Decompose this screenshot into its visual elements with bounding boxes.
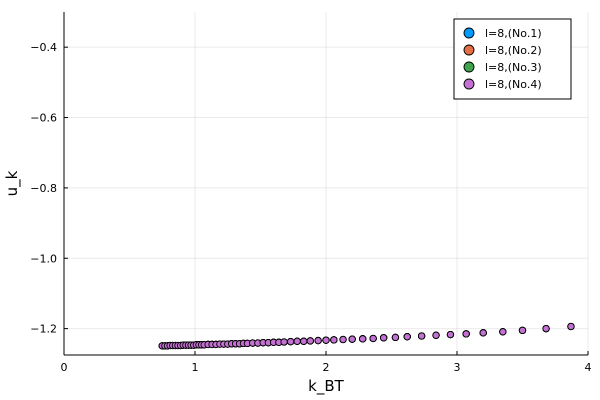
x-tick-label: 0 <box>61 361 68 374</box>
legend-marker <box>463 61 475 73</box>
legend-label: l=8,(No.2) <box>485 44 542 57</box>
legend-marker <box>463 78 475 90</box>
data-point <box>293 337 301 345</box>
data-point <box>462 330 470 338</box>
legend: l=8,(No.1) l=8,(No.2) l=8,(No.3) l=8,(No.4) <box>453 18 572 100</box>
data-point <box>348 335 356 343</box>
y-tick-label: −1.0 <box>30 252 57 265</box>
data-point <box>391 333 400 342</box>
y-tick-label: −0.4 <box>30 41 57 54</box>
y-tick-label: −0.8 <box>30 182 57 195</box>
x-tick-label: 3 <box>454 361 461 374</box>
legend-marker <box>463 44 475 56</box>
x-tick-label: 4 <box>585 361 592 374</box>
data-point <box>542 324 550 333</box>
data-point <box>403 333 411 341</box>
y-tick-label: −0.6 <box>30 112 57 125</box>
data-point <box>518 326 527 335</box>
legend-marker <box>463 27 475 39</box>
legend-label: l=8,(No.4) <box>485 78 542 91</box>
x-tick-label: 2 <box>323 361 330 374</box>
data-point <box>286 337 295 346</box>
data-point <box>322 336 330 344</box>
data-point <box>567 322 575 331</box>
data-point <box>306 337 314 345</box>
x-axis-label: k_BT <box>308 377 344 396</box>
data-point <box>330 336 338 344</box>
y-tick-label: −1.2 <box>30 323 57 336</box>
axes <box>63 12 589 356</box>
data-point <box>432 331 440 339</box>
data-point <box>300 337 308 345</box>
y-axis-label: u_k <box>3 170 22 196</box>
legend-label: l=8,(No.1) <box>485 27 542 40</box>
data-point <box>369 334 377 343</box>
data-point <box>499 328 507 336</box>
data-point <box>379 334 388 342</box>
legend-label: l=8,(No.3) <box>485 61 542 74</box>
x-tick-label: 1 <box>192 361 199 374</box>
series-4 <box>158 322 575 350</box>
data-point <box>417 332 426 340</box>
data-points <box>158 322 575 350</box>
data-point <box>314 336 322 345</box>
data-point <box>339 335 347 344</box>
x-tick-labels: 0 1 2 3 4 <box>61 361 592 374</box>
data-point <box>280 338 288 346</box>
data-point <box>359 335 367 343</box>
data-point <box>446 330 455 339</box>
data-point <box>479 329 487 337</box>
y-tick-labels: −1.2 −1.0 −0.8 −0.6 −0.4 <box>30 41 57 335</box>
